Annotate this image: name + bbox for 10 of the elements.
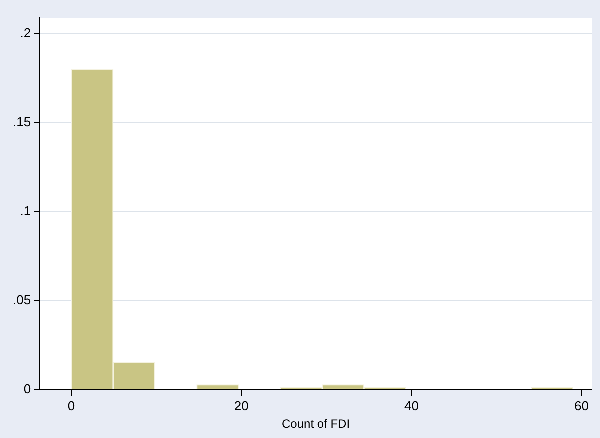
x-tick-label: 40 bbox=[404, 398, 419, 414]
y-tick-label: .15 bbox=[12, 114, 32, 130]
x-axis-title: Count of FDI bbox=[282, 417, 350, 432]
x-tick-label: 60 bbox=[574, 398, 590, 414]
x-tick-label: 20 bbox=[234, 398, 249, 414]
y-tick-label: 0 bbox=[24, 382, 32, 397]
y-tick-label: .1 bbox=[20, 204, 32, 219]
x-tick-label: 0 bbox=[68, 398, 76, 414]
y-tick-label: .05 bbox=[12, 292, 32, 308]
y-tick-label: .2 bbox=[20, 26, 32, 41]
